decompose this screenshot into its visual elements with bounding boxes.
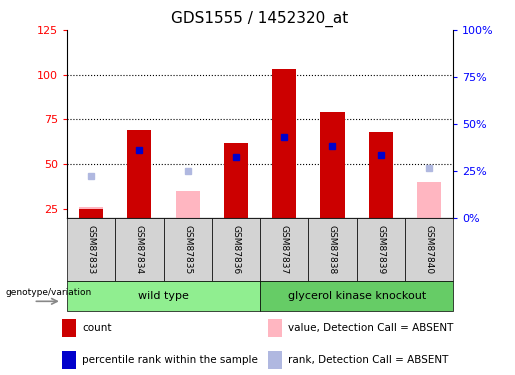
- Bar: [268, 351, 282, 369]
- Text: genotype/variation: genotype/variation: [5, 288, 91, 297]
- Bar: [356, 217, 405, 281]
- Bar: [79, 207, 103, 218]
- Bar: [224, 142, 248, 218]
- Bar: [115, 217, 163, 281]
- Bar: [260, 281, 453, 311]
- Bar: [212, 217, 260, 281]
- Text: percentile rank within the sample: percentile rank within the sample: [82, 355, 259, 365]
- Title: GDS1555 / 1452320_at: GDS1555 / 1452320_at: [171, 11, 349, 27]
- Bar: [176, 191, 200, 217]
- Bar: [67, 281, 260, 311]
- Text: rank, Detection Call = ABSENT: rank, Detection Call = ABSENT: [288, 355, 449, 365]
- Bar: [127, 130, 151, 218]
- Bar: [308, 217, 356, 281]
- Bar: [62, 319, 76, 337]
- Bar: [163, 217, 212, 281]
- Bar: [320, 112, 345, 218]
- Text: glycerol kinase knockout: glycerol kinase knockout: [287, 291, 426, 301]
- Text: GSM87835: GSM87835: [183, 225, 192, 274]
- Text: GSM87834: GSM87834: [135, 225, 144, 274]
- Text: GSM87840: GSM87840: [424, 225, 434, 274]
- Bar: [268, 319, 282, 337]
- Bar: [369, 132, 393, 218]
- Text: count: count: [82, 323, 112, 333]
- Bar: [405, 217, 453, 281]
- Text: value, Detection Call = ABSENT: value, Detection Call = ABSENT: [288, 323, 454, 333]
- Bar: [260, 217, 308, 281]
- Text: GSM87837: GSM87837: [280, 225, 289, 274]
- Text: GSM87839: GSM87839: [376, 225, 385, 274]
- Text: GSM87833: GSM87833: [87, 225, 96, 274]
- Bar: [272, 69, 296, 218]
- Bar: [417, 182, 441, 218]
- Text: wild type: wild type: [138, 291, 189, 301]
- Bar: [62, 351, 76, 369]
- Text: GSM87838: GSM87838: [328, 225, 337, 274]
- Bar: [79, 209, 103, 218]
- Text: GSM87836: GSM87836: [231, 225, 241, 274]
- Bar: [67, 217, 115, 281]
